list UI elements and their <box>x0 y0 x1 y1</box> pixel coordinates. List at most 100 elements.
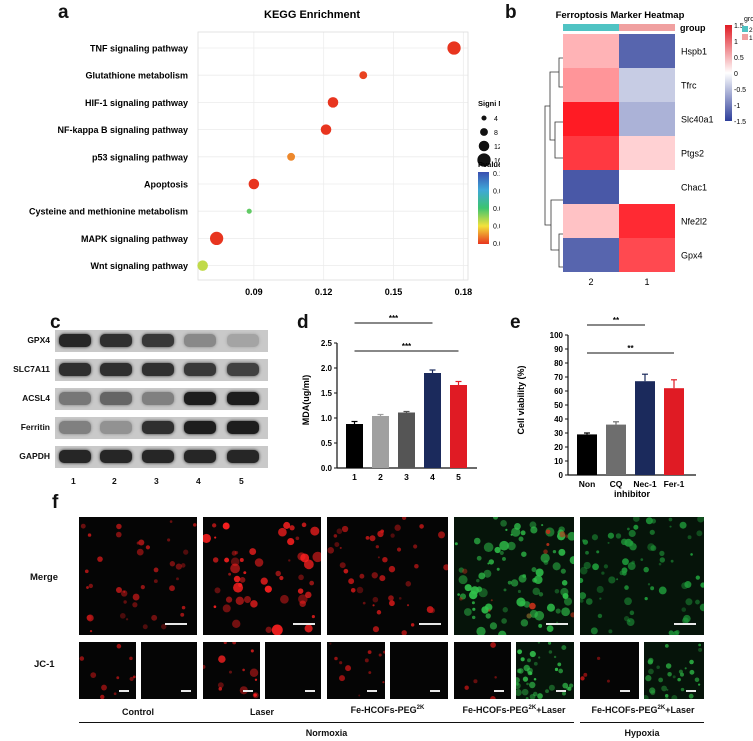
panel-label-c: c <box>50 312 61 333</box>
group-label: group <box>680 23 706 33</box>
cell-signal <box>180 612 185 617</box>
cell-signal <box>169 520 173 523</box>
bar-category-label: CQ <box>610 479 623 489</box>
cell-signal <box>382 556 388 563</box>
cell-signal <box>647 583 651 586</box>
cell-signal <box>675 629 680 635</box>
cell-signal <box>548 650 553 654</box>
cell-signal <box>334 656 338 661</box>
cell-signal <box>684 581 692 589</box>
micro-jc1-control-red <box>79 642 136 699</box>
cell-signal <box>401 517 407 521</box>
cell-signal <box>522 574 527 578</box>
bar <box>372 416 389 468</box>
heatmap-cell <box>563 34 619 68</box>
bar-category-label: 2 <box>378 472 383 482</box>
cell-signal <box>510 533 513 536</box>
cell-signal <box>271 624 283 635</box>
bar-ytick: 20 <box>554 443 563 452</box>
cell-signal <box>212 523 217 528</box>
cell-signal <box>243 595 252 604</box>
cell-signal <box>566 686 570 691</box>
micro-jc1-fe-green <box>390 642 448 699</box>
blot-band <box>100 334 132 347</box>
blot-strip <box>55 417 268 439</box>
cell-signal <box>304 624 313 633</box>
e-ylabel: Cell viability (%) <box>516 365 526 434</box>
cell-signal <box>516 682 519 686</box>
blot-protein-label: Ferritin <box>20 422 50 432</box>
cell-signal <box>531 567 537 573</box>
kegg-xtick: 0.09 <box>245 287 263 297</box>
bar <box>664 388 684 475</box>
cell-signal <box>658 677 664 683</box>
blot-band <box>59 334 91 347</box>
heatmap-cell <box>563 170 619 204</box>
cell-signal <box>339 546 342 550</box>
blot-protein-label: SLC7A11 <box>13 364 50 374</box>
micro-merge-fe-laser <box>454 517 574 635</box>
cell-signal <box>394 524 401 531</box>
cell-signal <box>580 566 588 575</box>
blot-band <box>184 334 216 347</box>
cell-signal <box>569 556 574 565</box>
cell-signal <box>371 572 378 579</box>
cell-signal <box>175 563 182 570</box>
cell-signal <box>230 557 240 567</box>
cell-signal <box>250 600 258 608</box>
heatmap-cell <box>563 68 619 102</box>
heatmap-cell <box>619 136 675 170</box>
group-legend-swatch-1 <box>742 34 748 40</box>
cell-signal <box>492 517 499 520</box>
cell-signal <box>624 597 632 606</box>
cell-signal <box>647 543 655 551</box>
cell-signal <box>217 682 224 689</box>
cell-signal <box>311 615 315 619</box>
heatmap-row-label: Slc40a1 <box>681 115 714 125</box>
cell-signal <box>527 670 532 676</box>
kegg-category-label: MAPK signaling pathway <box>81 234 188 244</box>
cell-signal <box>212 557 219 563</box>
cell-signal <box>519 600 526 607</box>
bar-category-label: 1 <box>352 472 357 482</box>
cell-signal <box>464 584 472 592</box>
blot-band <box>59 450 91 463</box>
cell-signal <box>116 643 122 649</box>
significance-mark: ** <box>627 344 634 353</box>
hypoxia-line <box>580 722 704 723</box>
blot-band <box>142 363 174 376</box>
cell-signal <box>505 528 508 531</box>
cell-signal <box>644 695 649 699</box>
heatmap-cell <box>619 68 675 102</box>
western-blot: GPX4 SLC7A11 ACSL4 Ferritin GAPDH 1 2 3 4 5 <box>0 330 290 490</box>
cell-signal <box>580 598 584 603</box>
cell-signal <box>680 687 685 692</box>
cell-signal <box>376 610 382 615</box>
cell-signal <box>645 517 653 525</box>
cell-signal <box>685 598 693 606</box>
cell-signal <box>668 517 673 522</box>
heatmap-row-label: Gpx4 <box>681 251 703 261</box>
cell-signal <box>547 642 552 645</box>
cell-signal <box>383 650 385 654</box>
cell-signal <box>297 588 304 594</box>
cell-signal <box>138 539 145 546</box>
heatmap-colorbar <box>725 25 732 121</box>
cell-signal <box>243 571 247 575</box>
cell-signal <box>533 661 538 666</box>
cell-signal <box>501 618 507 624</box>
blot-band <box>100 392 132 405</box>
cell-signal <box>483 542 494 553</box>
bar-ytick: 2.0 <box>321 364 333 373</box>
micro-jc1-hypoxia-green <box>644 642 704 699</box>
bar-ytick: 10 <box>554 457 563 466</box>
group-legend-swatch-2 <box>742 26 748 32</box>
cell-signal <box>615 533 622 539</box>
cell-signal <box>664 693 669 698</box>
cell-signal <box>659 557 666 563</box>
cell-signal <box>254 678 258 681</box>
heatmap-cell <box>619 102 675 136</box>
blot-band <box>142 334 174 347</box>
cell-signal <box>336 528 343 535</box>
cell-signal <box>499 550 504 555</box>
